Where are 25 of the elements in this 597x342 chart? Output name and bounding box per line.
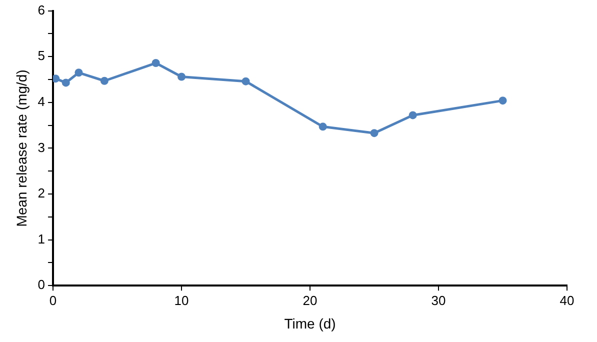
point xyxy=(152,59,160,68)
y-tick-label: 5 xyxy=(38,48,46,64)
point xyxy=(408,111,417,120)
y-tick-label: 6 xyxy=(38,2,46,18)
x-tick-label: 10 xyxy=(174,292,189,308)
y-tick-label: 0 xyxy=(38,277,46,292)
point xyxy=(370,129,378,138)
y-tick-label: 2 xyxy=(38,186,46,201)
x-axis-title: Time (d) xyxy=(284,315,336,332)
point xyxy=(318,122,327,131)
x-tick-label: 30 xyxy=(431,292,446,308)
y-tick-label: 3 xyxy=(38,140,46,155)
point xyxy=(100,76,108,85)
point xyxy=(74,68,83,77)
y-tick-label: 4 xyxy=(38,94,46,109)
point xyxy=(242,77,250,86)
x-tick-label: 40 xyxy=(560,292,574,308)
y-axis-title: Mean release rate (mg/d) xyxy=(13,70,30,227)
point xyxy=(62,78,70,87)
x-tick-label: 20 xyxy=(302,292,318,308)
x-tick-label: 0 xyxy=(49,292,57,308)
point xyxy=(498,96,507,105)
point xyxy=(178,72,186,81)
y-tick-label: 1 xyxy=(38,231,46,246)
point xyxy=(53,74,60,83)
